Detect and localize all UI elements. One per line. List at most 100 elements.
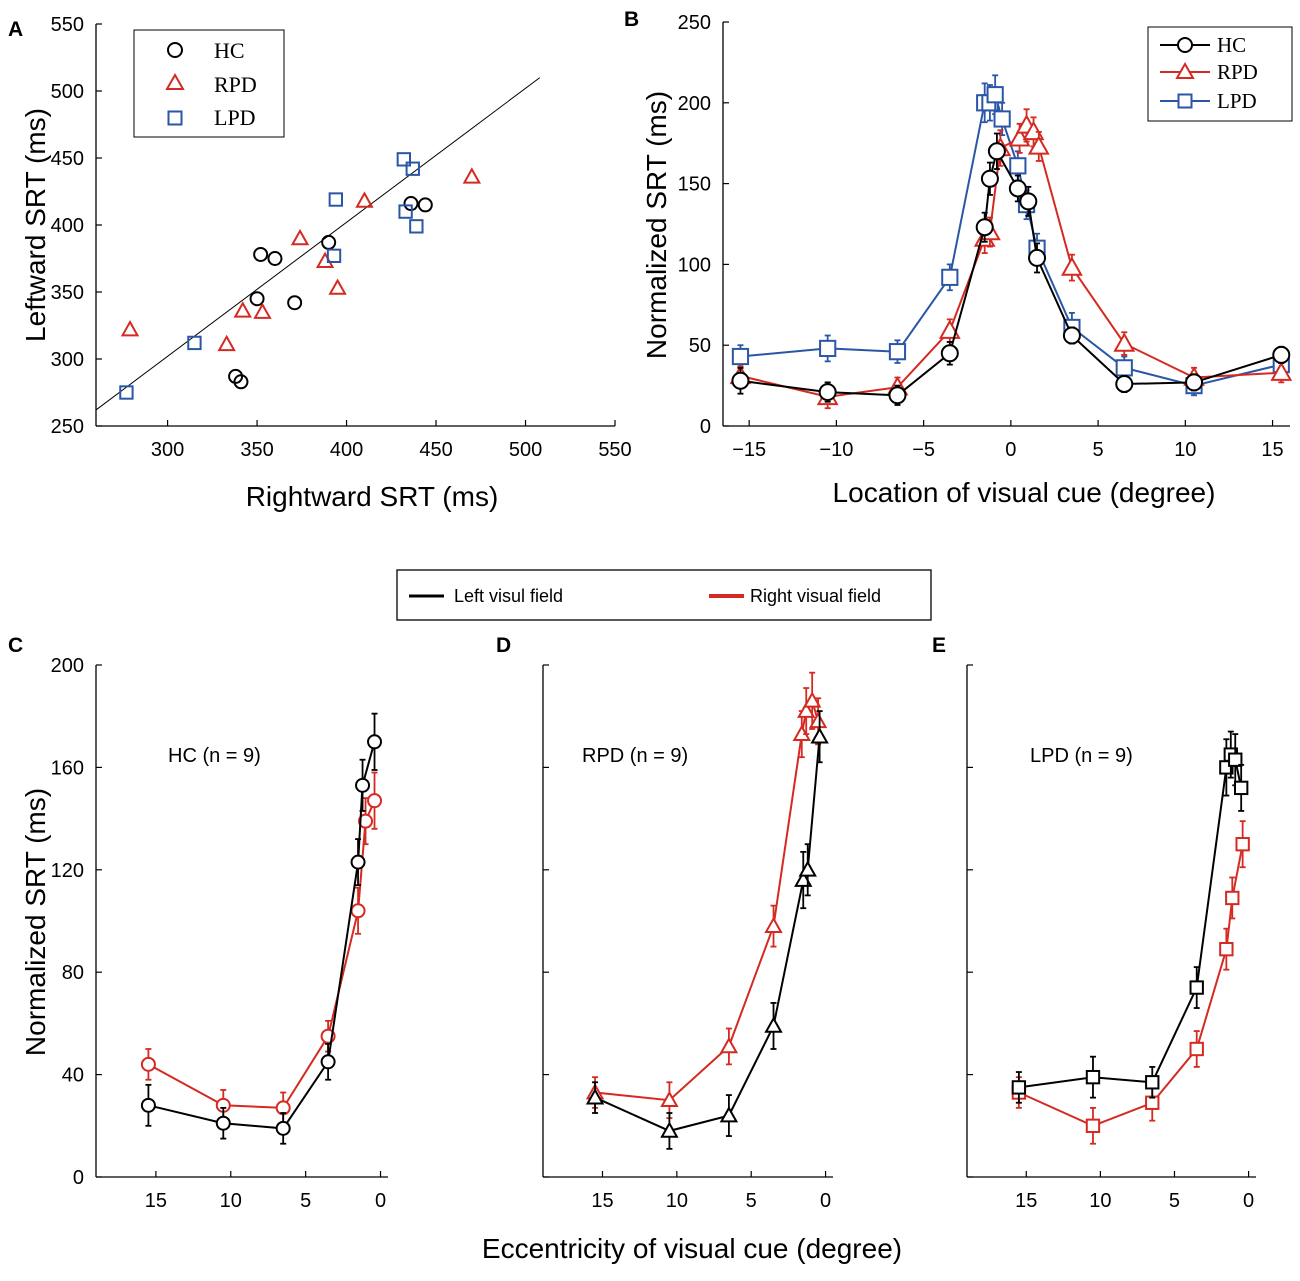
panel-c-point <box>320 1054 336 1070</box>
panel-a-point-hc <box>253 246 269 262</box>
panel-a-x-tick-label: 400 <box>330 439 363 461</box>
panel-a-point-hc <box>233 374 249 390</box>
panel-a-point-lpd <box>326 248 342 263</box>
panel-a-y-tick-label: 550 <box>51 14 84 36</box>
panel-c-x-tick-label: 5 <box>300 1190 311 1212</box>
shared-legend-right-label: Right visual field <box>750 586 881 606</box>
panel-a-point-lpd <box>328 192 343 207</box>
panel-e-x-tick-label: 5 <box>1169 1190 1180 1212</box>
panel-c-point <box>367 734 383 750</box>
panel-b-x-tick-label: 15 <box>1261 439 1283 461</box>
panel-e-point <box>1085 1118 1101 1133</box>
panel-b-series-lpd <box>731 74 1290 397</box>
legend-b-lpd-label: LPD <box>1217 89 1257 113</box>
panel-b-point <box>888 343 907 361</box>
panel-d-x-tick-label: 0 <box>820 1190 831 1212</box>
panel-a-y-tick-label: 250 <box>51 416 84 438</box>
panel-b-point <box>731 347 750 366</box>
panel-c-series-left-visul-field <box>140 712 383 1145</box>
panel-a-point-rpd <box>355 191 374 208</box>
panel-e-point <box>1189 1041 1204 1057</box>
panel-b-point <box>986 86 1004 104</box>
panel-b-x-tick-label: −5 <box>912 439 935 461</box>
panel-e-series-left-visul-field <box>1011 730 1249 1104</box>
panel-c-point <box>358 813 374 829</box>
panel-c-y-tick-label: 120 <box>51 860 84 882</box>
panel-b-point <box>1019 192 1038 211</box>
panel-a-x-tick-label: 450 <box>419 439 452 461</box>
panel-b-x-tick-label: 0 <box>1005 439 1016 461</box>
panel-a-y-label: Leftward SRT (ms) <box>20 108 51 342</box>
legend-b-hc-circle-icon <box>1177 37 1193 53</box>
panel-d-x-tick-label: 10 <box>666 1190 688 1212</box>
panel-a-point-hc <box>228 368 244 384</box>
panel-d-annotation: RPD (n = 9) <box>582 745 688 767</box>
panel-b-point <box>1028 248 1047 267</box>
panel-b-point <box>1272 345 1291 364</box>
panel-c-x-tick-label: 15 <box>145 1190 167 1212</box>
panel-c-point <box>367 793 383 809</box>
panel-d-point <box>798 860 817 877</box>
panel-a-point-lpd <box>398 204 413 219</box>
panel-c-x-tick-label: 0 <box>375 1190 386 1212</box>
panel-b-y-label: Normalized SRT (ms) <box>641 91 672 359</box>
panel-b-series-rpd <box>729 108 1293 410</box>
legend-a-lpd-label: LPD <box>214 105 256 130</box>
legend-b-rpd-triangle-icon <box>1175 61 1195 79</box>
panel-a-y-tick-label: 300 <box>51 349 84 371</box>
panel-c-point <box>350 903 366 919</box>
panel-c-line <box>147 800 376 1109</box>
legend-a-hc-label: HC <box>214 38 245 63</box>
panel-b-y-tick-label: 200 <box>678 93 711 115</box>
panel-a-x-label: Rightward SRT (ms) <box>246 481 499 512</box>
panel-c-y-tick-label: 200 <box>51 655 84 677</box>
shared-x-label: Eccentricity of visual cue (degree) <box>482 1233 902 1264</box>
panel-d: D 15 10 5 0 RPD (n = 9) <box>496 634 833 1212</box>
panel-e-ticks: 15 10 5 0 <box>967 664 1254 1212</box>
panel-c-y-label: Normalized SRT (ms) <box>20 788 51 1056</box>
shared-legend-box <box>396 569 932 621</box>
panel-c-point <box>350 854 366 870</box>
panel-a-legend-box <box>133 29 285 138</box>
panel-b-point <box>993 110 1011 128</box>
panel-a-point-lpd <box>119 385 134 400</box>
panel-b-series <box>729 74 1293 410</box>
panel-e-annotation: LPD (n = 9) <box>1030 745 1133 767</box>
panel-a-point-lpd <box>396 152 411 167</box>
panel-b-y-tick-label: 50 <box>689 335 711 357</box>
legend-a-rpd-label: RPD <box>214 72 257 97</box>
panel-b-x-label: Location of visual cue (degree) <box>833 477 1216 508</box>
panel-b-x-tick-label: −10 <box>819 439 853 461</box>
panel-a-y-tick-label: 450 <box>51 148 84 170</box>
panel-c-y-tick-label: 80 <box>62 962 84 984</box>
panel-a-legend: HC RPD LPD <box>133 29 285 138</box>
panel-c-annotation: HC (n = 9) <box>168 745 261 767</box>
panel-a-point-rpd <box>253 302 272 319</box>
panel-b-letter: B <box>624 8 639 31</box>
panel-b-y-tick-label: 0 <box>700 416 711 438</box>
panel-d-ticks: 15 10 5 0 <box>543 664 831 1212</box>
panel-a-x-tick-label: 550 <box>598 439 631 461</box>
panel-a-y-tick-label: 400 <box>51 215 84 237</box>
panel-a-x-tick-label: 500 <box>509 439 542 461</box>
panel-b-point <box>1113 332 1136 352</box>
panel-a-point-rpd <box>217 334 236 352</box>
panel-d-point <box>719 1106 739 1123</box>
panel-a-point-hc <box>249 291 265 307</box>
panel-e-x-tick-label: 10 <box>1089 1190 1111 1212</box>
panel-d-x-tick-label: 5 <box>746 1190 757 1212</box>
panel-a-y-tick-label: 500 <box>51 81 84 103</box>
panel-a-point-hc <box>417 197 433 213</box>
panel-c-line <box>148 741 376 1130</box>
legend-a-lpd-square-icon <box>167 110 183 126</box>
panel-c: C 15 10 5 0 0 40 80 120 160 200 HC (n = 9) Normal… <box>8 634 388 1212</box>
panel-c-series <box>140 712 383 1145</box>
panel-c-point <box>215 1115 231 1131</box>
panel-a-point-lpd <box>409 219 424 234</box>
panel-a-reference-line <box>95 77 541 411</box>
panel-e-x-tick-label: 15 <box>1015 1190 1037 1212</box>
panel-c-y-tick-label: 0 <box>73 1167 84 1189</box>
panel-e: E 15 10 5 0 LPD (n = 9) <box>932 634 1256 1212</box>
panel-c-letter: C <box>8 634 23 657</box>
